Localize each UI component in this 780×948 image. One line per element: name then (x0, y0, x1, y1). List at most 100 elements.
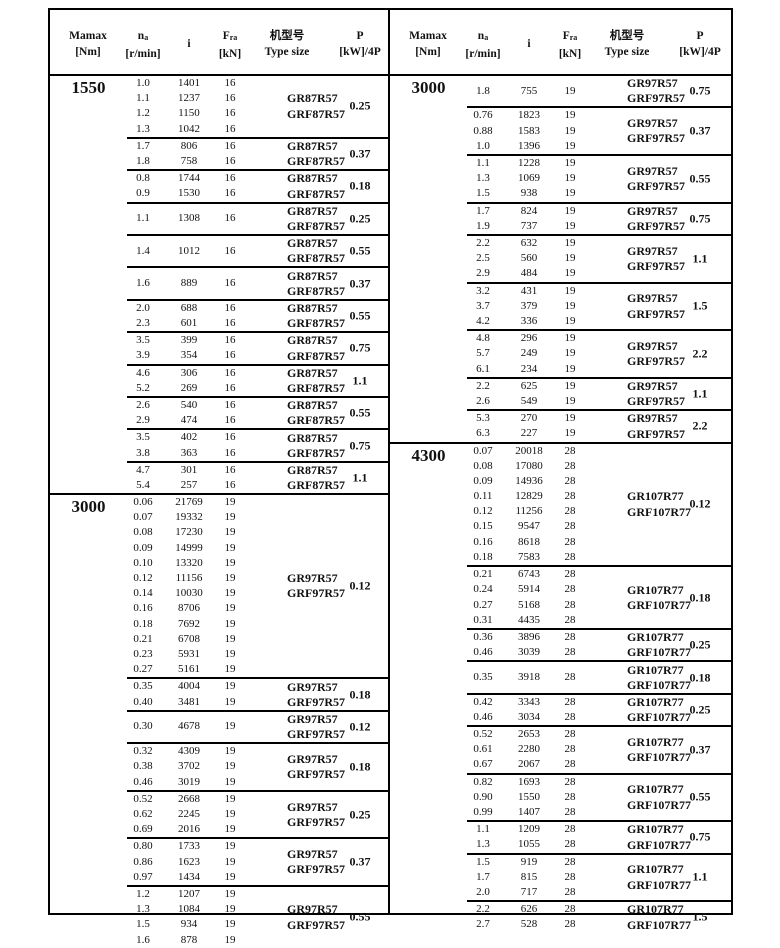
header-na: na [r/min] (125, 28, 160, 62)
group-rows: 0.82 1693 28 0.90 1550 28 0.99 1407 28 (467, 775, 731, 821)
cell-na: 0.46 (473, 646, 493, 659)
cell-na: 1.6 (136, 933, 150, 946)
type-size-name: GR97R57 (627, 411, 678, 426)
cell-na: 2.3 (136, 316, 150, 329)
cell-fra: 19 (224, 572, 236, 585)
cell-na: 1.1 (476, 156, 490, 169)
cell-i: 717 (520, 886, 538, 899)
cell-na: 3.2 (476, 284, 490, 297)
cell-i: 2653 (518, 728, 540, 741)
table-row: 0.61 2280 28 (467, 742, 731, 757)
mamax-section: 3000 1.8 755 19 GR97R57 GRF97R57 0.75 0.76 1823 1… (390, 76, 731, 444)
type-size-name: GRF87R57 (287, 477, 345, 492)
table-row: 0.27 5168 28 (467, 598, 731, 613)
group-block: 2.0 688 16 2.3 601 16 GR87R57 GRF87R57 0.55 (127, 301, 388, 334)
type-size: GR107R77 GRF107R77 (627, 782, 691, 812)
group-rows: 3.2 431 19 3.7 379 19 4.2 336 19 (467, 284, 731, 330)
cell-fra: 16 (224, 414, 236, 427)
header-mamax-unit: [Nm] (415, 46, 441, 58)
cell-na: 0.52 (473, 728, 493, 741)
mamax-value: 3000 (71, 497, 106, 517)
cell-i: 2245 (178, 808, 200, 821)
cell-i: 1823 (518, 109, 540, 122)
table-row: 0.67 2067 28 (467, 757, 731, 772)
cell-na: 1.4 (136, 244, 150, 257)
table-row: 0.06 21769 19 (127, 495, 388, 510)
cell-na: 0.21 (473, 568, 493, 581)
cell-na: 0.08 (133, 526, 153, 539)
table-row: 0.15 9547 28 (467, 519, 731, 534)
cell-i: 1583 (518, 124, 540, 137)
table-row: 0.38 3702 19 (127, 759, 388, 774)
cell-na: 0.76 (473, 109, 493, 122)
type-size-name: GR87R57 (287, 462, 338, 477)
type-size-name: GR87R57 (287, 91, 338, 106)
table-row: 1.7 815 28 (467, 870, 731, 885)
power-value: 0.18 (349, 178, 371, 193)
type-size-name: GR107R77 (627, 822, 684, 837)
type-size-name: GRF107R77 (627, 877, 691, 892)
group-rows: 0.35 3918 28 (467, 662, 731, 685)
cell-na: 3.8 (136, 446, 150, 459)
table-row: 1.3 1055 28 (467, 837, 731, 852)
cell-fra: 19 (224, 855, 236, 868)
cell-na: 1.6 (136, 276, 150, 289)
group-rows: 2.0 688 16 2.3 601 16 (127, 301, 388, 331)
cell-na: 2.5 (476, 252, 490, 265)
cell-fra: 19 (224, 541, 236, 554)
cell-fra: 19 (564, 427, 576, 440)
cell-i: 528 (520, 918, 538, 931)
cell-na: 0.80 (133, 840, 153, 853)
cell-fra: 28 (564, 806, 576, 819)
cell-i: 17080 (515, 459, 543, 472)
cell-i: 257 (180, 478, 198, 491)
type-size-name: GRF97R57 (627, 91, 685, 106)
table-row: 1.8 755 19 (467, 84, 731, 99)
cell-na: 0.9 (136, 187, 150, 200)
type-size: GR97R57 GRF97R57 (287, 847, 345, 877)
cell-i: 2016 (178, 823, 200, 836)
cell-i: 4678 (178, 720, 200, 733)
group-rows: 2.6 540 16 2.9 474 16 (127, 398, 388, 428)
cell-na: 1.8 (476, 84, 490, 97)
cell-i: 14999 (175, 541, 203, 554)
cell-fra: 19 (564, 394, 576, 407)
header-na-unit: [r/min] (125, 48, 161, 60)
group-block: 3.5 402 16 3.8 363 16 GR87R57 GRF87R57 0.75 (127, 430, 388, 463)
cell-fra: 16 (224, 366, 236, 379)
table-row: 0.82 1693 28 (467, 775, 731, 790)
cell-i: 8706 (178, 602, 200, 615)
cell-na: 0.69 (133, 823, 153, 836)
group-block: 0.42 3343 28 0.46 3034 28 GR107R77 GRF107R77 0.2… (467, 695, 731, 728)
cell-i: 688 (180, 301, 198, 314)
header-p: P [kW]/4P (679, 28, 721, 60)
cell-fra: 19 (224, 903, 236, 916)
cell-i: 1209 (518, 823, 540, 836)
cell-na: 0.10 (133, 556, 153, 569)
type-size: GR97R57 GRF97R57 (287, 902, 345, 932)
type-size-name: GRF87R57 (287, 315, 345, 330)
cell-i: 560 (520, 252, 538, 265)
type-size-name: GR97R57 (627, 75, 678, 90)
cell-fra: 16 (224, 187, 236, 200)
cell-na: 0.62 (133, 808, 153, 821)
group-rows: 4.8 296 19 5.7 249 19 6.1 234 19 (467, 331, 731, 377)
cell-fra: 28 (564, 775, 576, 788)
cell-fra: 19 (564, 267, 576, 280)
type-size: GR97R57 GRF97R57 (287, 752, 345, 782)
group-rows: 1.5 919 28 1.7 815 28 2.0 717 28 (467, 855, 731, 901)
power-value: 0.37 (689, 123, 711, 138)
type-size: GR87R57 GRF87R57 (287, 236, 345, 266)
cell-na: 0.35 (133, 680, 153, 693)
type-size-name: GRF97R57 (287, 814, 345, 829)
cell-fra: 16 (224, 381, 236, 394)
group-block: 0.76 1823 19 0.88 1583 19 1.0 1396 19 GR97R57 GRF9… (467, 108, 731, 156)
type-size-name: GR87R57 (287, 430, 338, 445)
type-size-name: GR87R57 (287, 268, 338, 283)
cell-fra: 28 (564, 598, 576, 611)
cell-na: 0.16 (133, 602, 153, 615)
type-size-name: GR97R57 (287, 799, 338, 814)
cell-i: 889 (180, 276, 198, 289)
cell-i: 249 (520, 347, 538, 360)
power-value: 0.75 (689, 829, 711, 844)
